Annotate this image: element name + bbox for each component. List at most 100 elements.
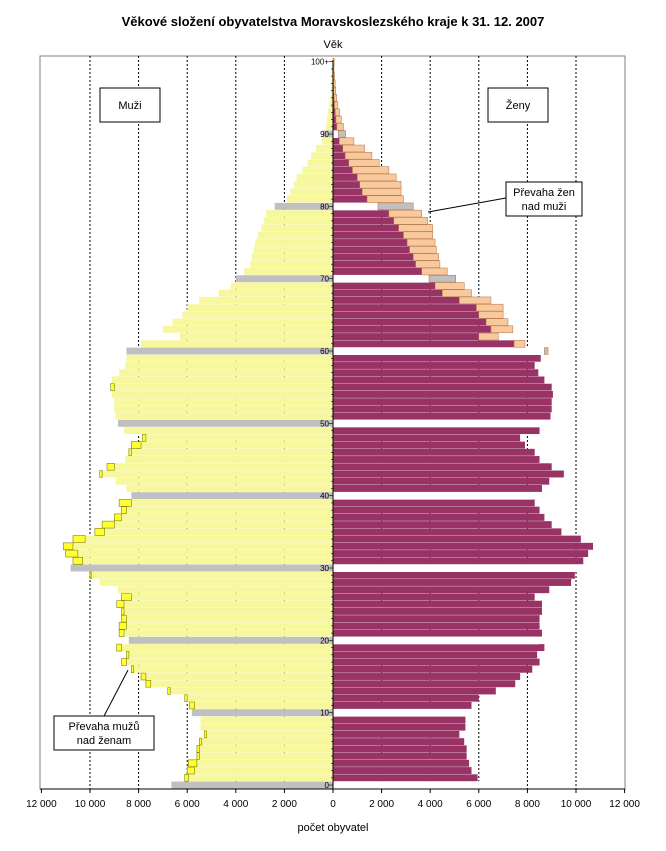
bar-men <box>114 398 333 406</box>
bar-men <box>328 108 333 116</box>
bar-men <box>311 152 333 160</box>
bar-women-surplus <box>361 188 402 196</box>
bar-women-surplus <box>333 79 336 88</box>
bar-men <box>322 137 333 145</box>
bar-men-surplus <box>72 535 86 543</box>
bar-men <box>128 636 333 644</box>
bar-men <box>114 513 333 521</box>
bar-women <box>333 629 542 637</box>
bar-women <box>333 644 545 652</box>
bar-women <box>332 781 494 789</box>
bar-women <box>332 708 471 717</box>
bar-women <box>333 723 466 731</box>
bar-women <box>333 586 550 594</box>
y-tick-label: 70 <box>320 275 329 284</box>
bar-women <box>333 607 542 615</box>
x-tick-label: 10 000 <box>561 799 592 810</box>
bar-men <box>261 224 333 232</box>
bar-women <box>333 217 394 225</box>
bar-men <box>325 123 333 131</box>
bar-men <box>72 535 334 543</box>
bar-men <box>145 680 333 688</box>
bar-women <box>333 195 368 203</box>
bar-women <box>333 210 389 218</box>
bar-women <box>333 152 346 160</box>
bar-women <box>333 188 363 196</box>
bar-men <box>119 622 333 630</box>
bar-women-surplus <box>339 137 355 145</box>
bar-women <box>332 636 539 645</box>
bar-men-surplus <box>141 434 147 442</box>
y-tick-label: 80 <box>320 202 329 211</box>
bar-men <box>235 275 333 283</box>
bar-women <box>333 752 467 760</box>
bar-women <box>333 542 594 550</box>
bar-women <box>333 759 470 767</box>
bar-women-surplus <box>342 144 365 153</box>
bar-women-surplus <box>357 173 397 182</box>
x-tick-label: 6 000 <box>466 799 491 810</box>
bar-men <box>126 484 333 492</box>
bar-women-surplus <box>412 253 439 261</box>
bar-men <box>179 333 333 341</box>
bar-women <box>333 412 551 420</box>
bar-men-surplus <box>118 629 125 637</box>
bar-women <box>333 369 539 377</box>
x-tick-label: 6 000 <box>175 799 200 810</box>
bar-women <box>333 441 525 449</box>
bar-men <box>200 723 333 731</box>
bar-men <box>115 412 333 420</box>
bar-men <box>119 629 333 637</box>
bar-women-surplus <box>334 108 340 117</box>
annotation-men-line2: nad ženam <box>77 735 131 747</box>
bar-women-surplus <box>335 115 342 124</box>
bar-men-surplus <box>189 701 195 710</box>
y-tick-label: 100+ <box>311 58 329 67</box>
bar-men-surplus <box>184 774 189 782</box>
bar-women <box>332 202 379 211</box>
bar-women-surplus <box>434 282 465 290</box>
bar-men-surplus <box>203 730 207 739</box>
bar-women <box>333 448 535 456</box>
bar-men <box>142 434 333 442</box>
bar-men <box>322 130 333 138</box>
bar-men <box>121 658 333 666</box>
bar-women <box>333 745 467 753</box>
bar-men <box>128 448 333 456</box>
bar-men <box>302 166 333 174</box>
bar-women-surplus <box>478 311 504 319</box>
bar-men <box>121 615 333 623</box>
bar-women <box>333 687 496 695</box>
bar-men <box>315 145 333 152</box>
bar-men-surplus <box>131 665 135 674</box>
bar-men <box>199 738 333 746</box>
bar-women <box>332 274 430 283</box>
legend-men-label: Muži <box>118 100 141 112</box>
bar-men-surplus <box>72 557 84 565</box>
bar-men <box>286 195 333 203</box>
bar-women-surplus <box>393 217 429 225</box>
bar-women <box>333 173 358 181</box>
bar-men-surplus <box>199 737 203 746</box>
bar-men-surplus <box>188 759 198 768</box>
bar-women <box>333 282 436 290</box>
bar-men <box>141 340 333 348</box>
bar-women <box>333 571 575 579</box>
x-tick-label: 8 000 <box>515 799 540 810</box>
bar-women-surplus <box>459 296 492 305</box>
bar-men <box>72 557 334 565</box>
bar-women-surplus <box>334 101 339 109</box>
bar-women <box>333 239 408 246</box>
bar-women <box>333 680 516 688</box>
bar-men-surplus <box>121 607 125 616</box>
bar-men <box>196 752 333 760</box>
bar-men <box>204 730 333 738</box>
bar-men <box>121 506 333 514</box>
bar-men <box>131 441 333 449</box>
bar-men <box>102 521 334 529</box>
bar-women <box>333 289 443 297</box>
bar-men <box>294 181 333 189</box>
bar-men <box>131 492 333 500</box>
bar-men <box>274 202 333 210</box>
